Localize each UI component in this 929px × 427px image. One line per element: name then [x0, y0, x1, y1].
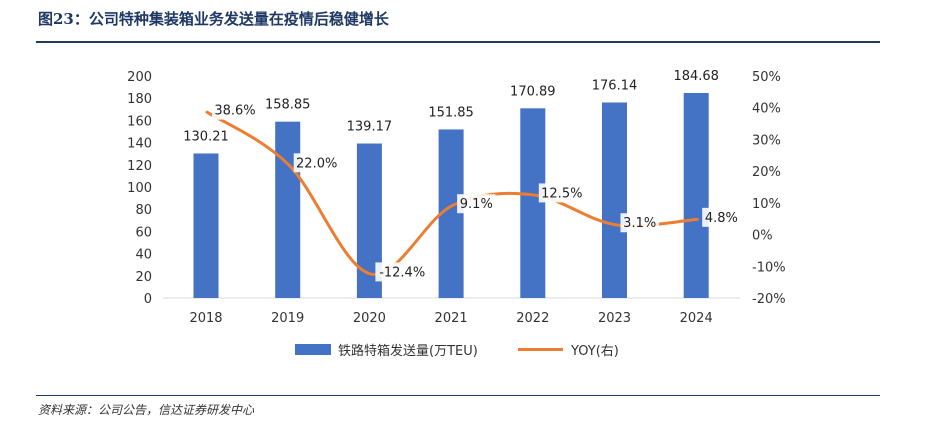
source-rule: [36, 395, 880, 396]
left-axis-tick: 0: [144, 292, 152, 307]
x-axis: 2018 2019 2020 2021 2022 2023 2024: [163, 297, 740, 326]
right-axis-tick: -10%: [752, 260, 786, 275]
line-label-bg: [538, 183, 585, 203]
bar-value-label: 176.14: [592, 78, 638, 93]
left-axis-tick: 140: [127, 137, 152, 152]
right-axis-tick: 20%: [752, 165, 781, 180]
line-value-label: 22.0%: [296, 156, 337, 171]
left-axis-tick: 200: [127, 70, 152, 85]
bar: [520, 108, 546, 298]
left-axis-tick: 100: [127, 181, 152, 196]
figure-title: 图23：公司特种集装箱业务发送量在疫情后稳健增长: [38, 10, 389, 28]
line-label-bg: [620, 213, 659, 233]
x-axis-tick: 2019: [271, 311, 304, 326]
line-label-bg: [457, 194, 496, 214]
right-axis: -20% -10% 0% 10% 20% 30% 40% 50%: [752, 70, 786, 307]
left-axis-tick: 180: [127, 92, 152, 107]
x-axis-tick: 2024: [680, 311, 713, 326]
bar: [193, 153, 219, 298]
line-value-label: 9.1%: [460, 197, 493, 212]
source-note: 资料来源：公司公告，信达证券研发中心: [38, 403, 255, 417]
line-value-label: 12.5%: [541, 186, 582, 201]
x-axis-tick: 2022: [516, 311, 549, 326]
line-value-label: 4.8%: [705, 211, 738, 226]
x-axis-tick: 2020: [353, 311, 386, 326]
legend-line-label: YOY(右): [570, 344, 619, 359]
right-axis-tick: 0%: [752, 229, 773, 244]
left-axis-tick: 160: [127, 114, 152, 129]
bar-value-label: 139.17: [347, 120, 393, 135]
bar-value-label: 130.21: [183, 129, 229, 144]
line-label-bg: [702, 207, 741, 227]
line-value-label: 38.6%: [214, 104, 255, 119]
line-label-bg: [375, 262, 429, 282]
left-axis-tick: 80: [135, 203, 152, 218]
right-axis-tick: 40%: [752, 102, 781, 117]
bar: [683, 93, 709, 298]
bar-value-label: 170.89: [510, 84, 556, 99]
left-axis-tick: 60: [135, 225, 152, 240]
x-axis-tick: 2021: [435, 311, 468, 326]
line-series: 38.6% 22.0% -12.4% 9.1% 12.5% 3.1% 4.8%: [205, 100, 741, 282]
legend-bar-label: 铁路特箱发送量(万TEU): [338, 343, 478, 359]
bar-value-label: 158.85: [265, 98, 311, 113]
left-axis-tick: 120: [127, 159, 152, 174]
right-axis-tick: 50%: [752, 70, 781, 85]
left-axis-tick: 40: [135, 248, 152, 263]
right-axis-tick: -20%: [752, 292, 786, 307]
left-axis-tick: 20: [135, 270, 152, 285]
bar-value-label: 184.68: [673, 69, 719, 84]
bar-series: 130.21 158.85 139.17 151.85 170.89 176.14 184.…: [183, 69, 719, 299]
line-value-label: 3.1%: [623, 216, 656, 231]
left-axis: 0 20 40 60 80 100 120 140 160 180 200: [127, 70, 152, 307]
legend-bar-swatch: [295, 344, 331, 355]
line-label-bg: [293, 153, 340, 173]
bar: [275, 121, 301, 298]
right-axis-tick: 10%: [752, 197, 781, 212]
right-axis-tick: 30%: [752, 133, 781, 148]
bar: [602, 102, 627, 299]
yoy-line: [205, 110, 699, 276]
x-axis-tick: 2023: [598, 311, 631, 326]
line-value-label: -12.4%: [379, 265, 425, 280]
line-label-bg: [212, 100, 258, 120]
x-axis-tick: 2018: [189, 311, 222, 326]
title-rule: [36, 41, 880, 43]
legend: 铁路特箱发送量(万TEU) YOY(右): [295, 343, 619, 359]
bar-value-label: 151.85: [428, 105, 474, 120]
